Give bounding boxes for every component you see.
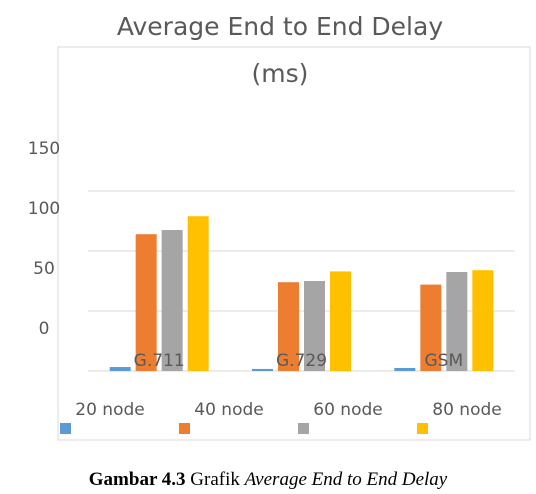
bar	[394, 368, 416, 371]
caption-emphasis: Average End to End Delay	[243, 469, 448, 490]
y-tick-label: 0	[39, 319, 50, 339]
y-tick-label: 100	[28, 199, 60, 219]
chart-title-unit: (ms)	[252, 59, 309, 88]
bar	[161, 230, 183, 371]
legend-swatch	[60, 423, 71, 434]
bar	[187, 216, 209, 371]
title-background	[80, 0, 500, 46]
bar	[135, 234, 157, 371]
caption: Gambar 4.3 Grafik Average End to End Del…	[89, 469, 448, 490]
bar	[304, 281, 325, 371]
bar	[109, 367, 131, 371]
chart-title: Average End to End Delay	[117, 12, 443, 41]
y-tick-label: 150	[28, 139, 60, 159]
chart-border	[57, 46, 531, 441]
bar	[420, 284, 442, 371]
legend-label: 80 node	[432, 400, 501, 420]
legend-label: 20 node	[75, 400, 144, 420]
bar	[252, 368, 273, 371]
bar	[330, 271, 351, 371]
x-tick-label: GSM	[425, 351, 464, 371]
caption-label: Gambar 4.3	[89, 469, 186, 490]
legend-label: 40 node	[194, 400, 263, 420]
bar	[278, 282, 299, 371]
legend-swatch	[417, 423, 428, 434]
legend-swatch	[179, 423, 190, 434]
legend-label: 60 node	[313, 400, 382, 420]
legend-swatch	[298, 423, 309, 434]
bar	[446, 272, 468, 371]
caption-text: Grafik	[190, 469, 240, 490]
y-tick-label: 50	[33, 259, 55, 279]
x-tick-label: G.729	[276, 351, 327, 371]
x-tick-label: G.711	[134, 351, 185, 371]
bar	[472, 270, 494, 371]
